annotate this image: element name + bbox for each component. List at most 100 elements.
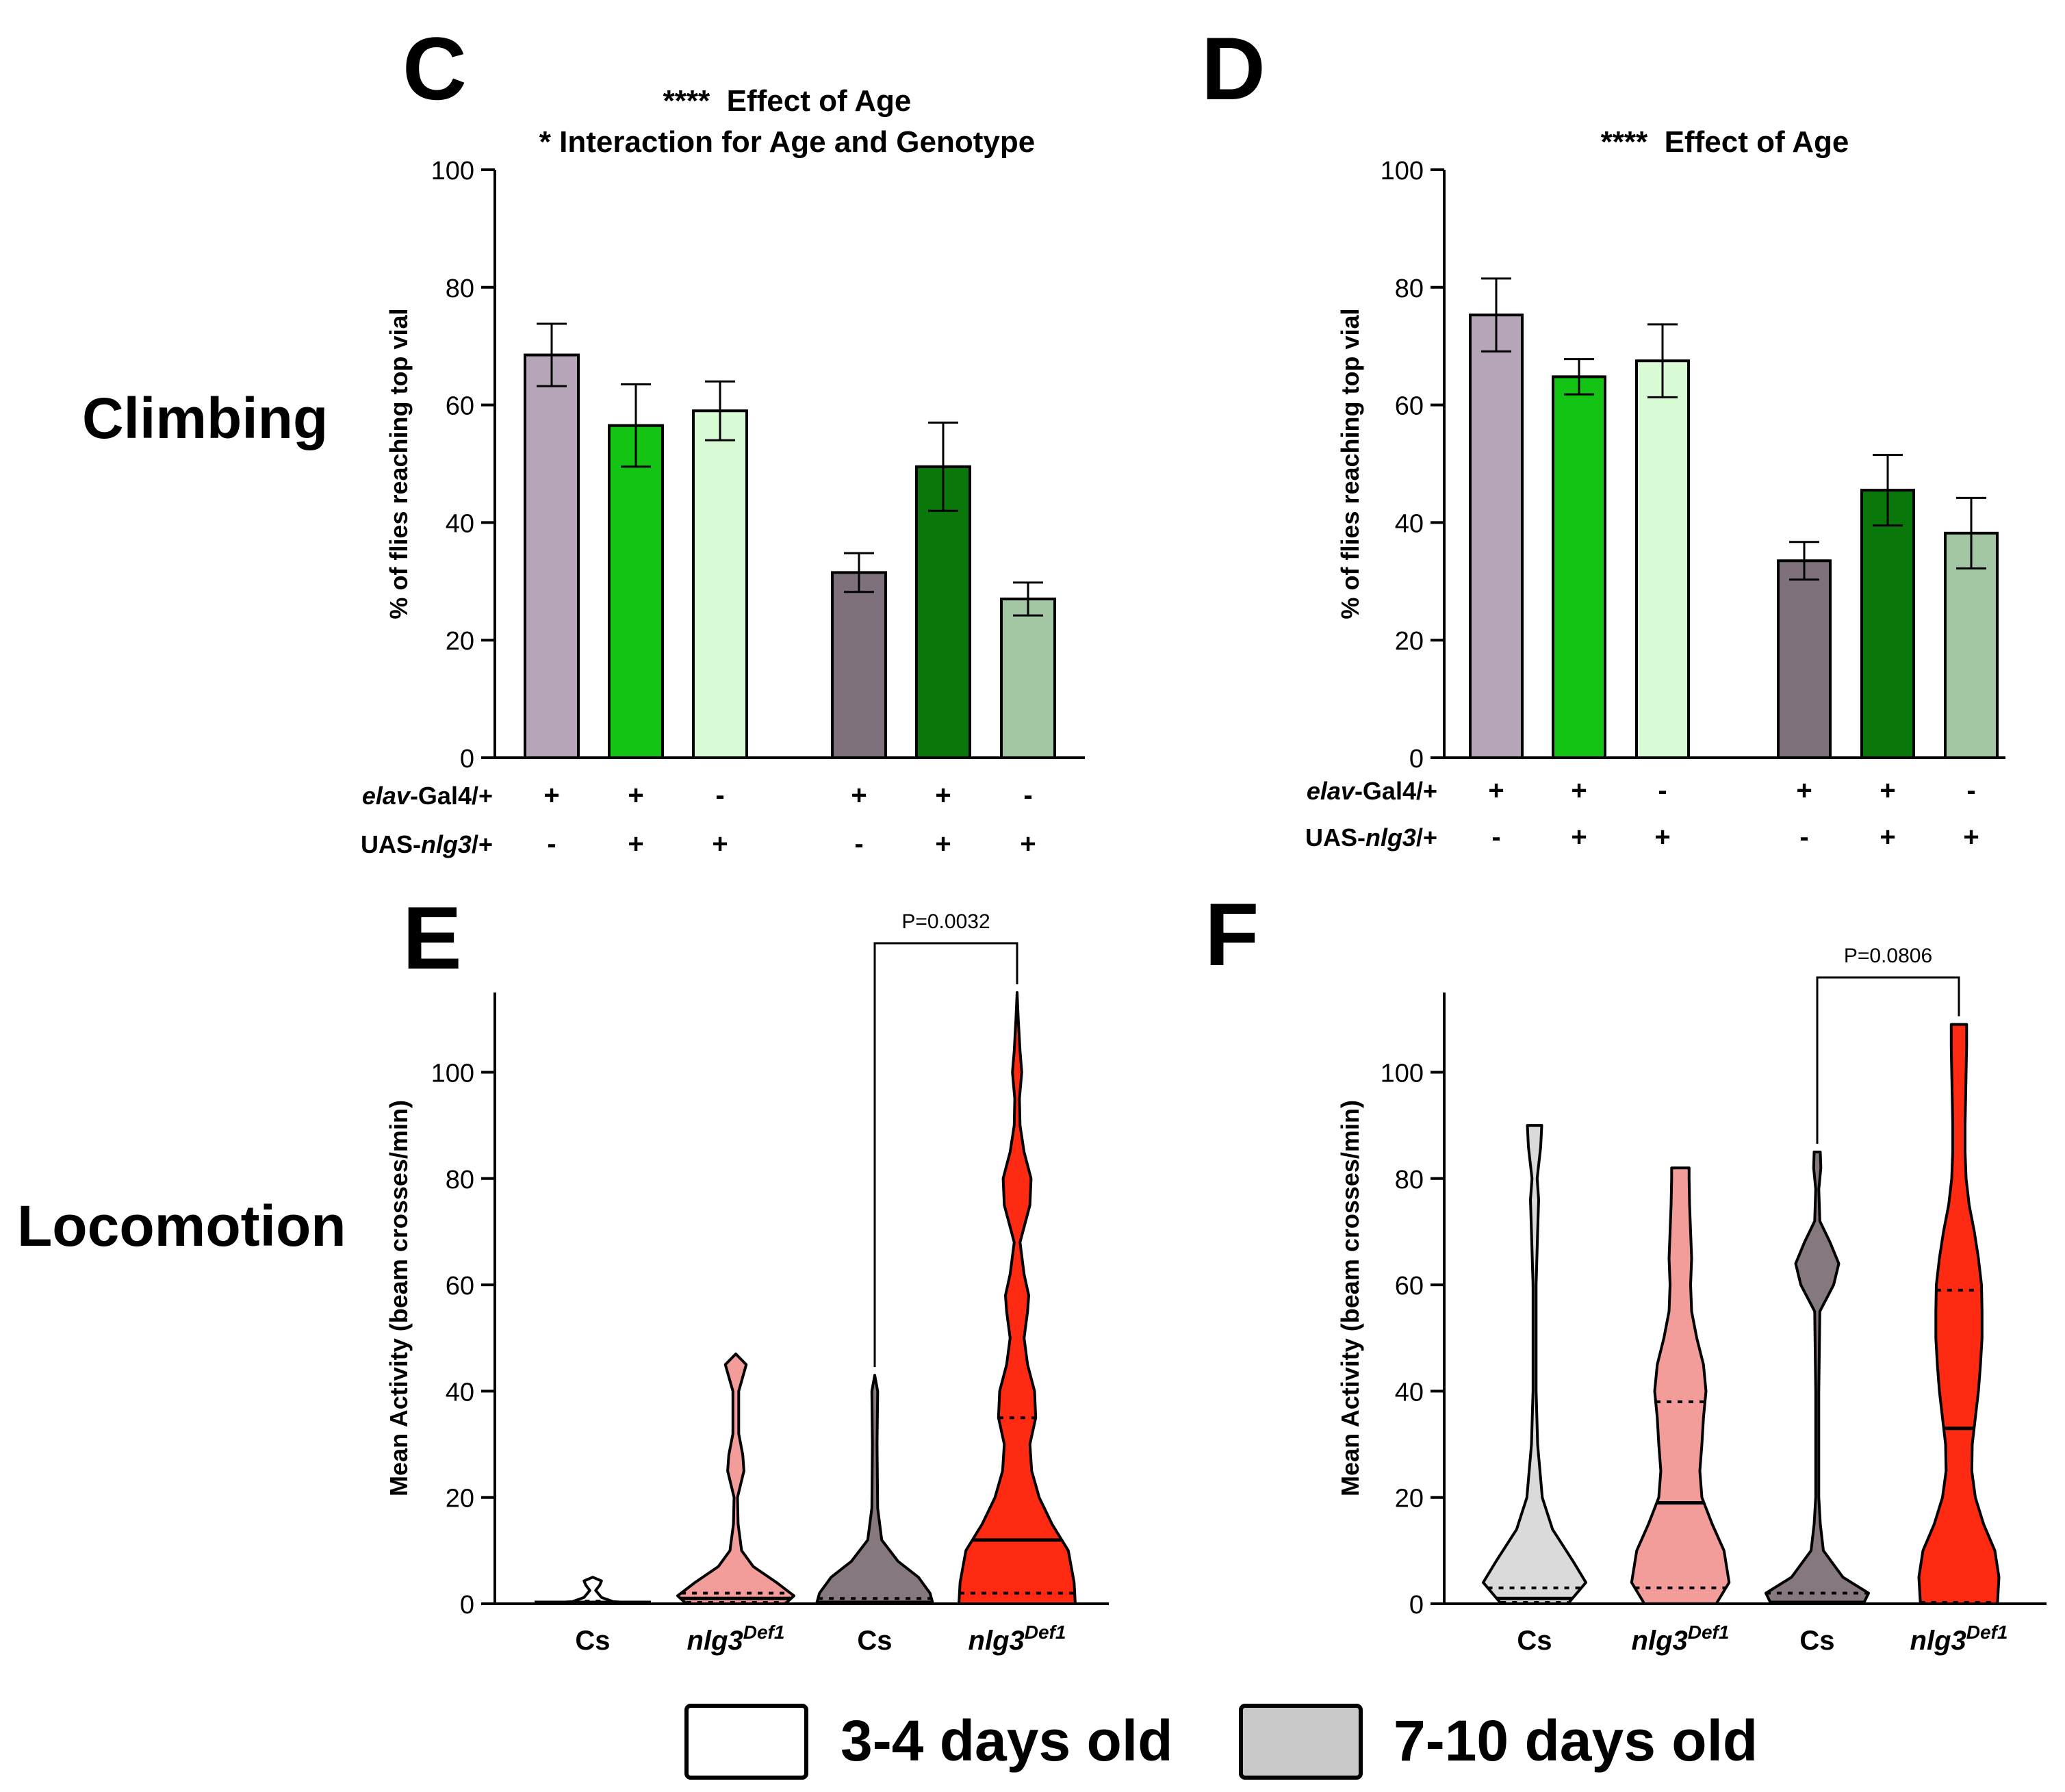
genotype-row-label-elav: elav-Gal4/+ [362,782,493,810]
genotype-mark-elav: - [1023,780,1032,810]
comparison-p-value: P=0.0806 [1844,945,1932,967]
x-category-label: nlg3Def1 [687,1622,785,1656]
panel-e-violin-chart: 0 20 40 60 80 100 Mean Activity (beam crosses/… [385,910,1109,1656]
panel-c-bar-chart: 0 20 40 60 80 100 % of flies reaching top vial… [361,157,1085,859]
y-tick-label: 80 [1395,1166,1424,1194]
genotype-mark-elav: + [1796,776,1812,806]
y-axis-label: % of flies reaching top vial [1336,308,1364,619]
genotype-mark-uas: + [1963,822,1979,852]
y-tick-label: 0 [1409,1591,1424,1620]
bar [1000,598,1056,759]
row-label-climbing: Climbing [82,386,328,450]
y-tick-label: 20 [1395,627,1424,656]
genotype-row-label-uas: UAS-nlg3/+ [1305,823,1437,852]
comparison-bracket [1816,976,1960,1144]
genotype-mark-uas: + [1880,822,1895,852]
y-tick-label: 100 [1381,157,1424,185]
genotype-mark-uas: + [1571,822,1587,852]
violin [1917,1023,2001,1605]
y-axis-label: % of flies reaching top vial [385,308,413,619]
panel-letter-e: E [402,888,462,988]
genotype-mark-uas: - [854,829,863,859]
y-tick-label: 60 [1395,1272,1424,1301]
violin [1630,1166,1731,1605]
legend-label-young: 3-4 days old [841,1708,1173,1773]
panel-f-violin-chart: 0 20 40 60 80 100 Mean Activity (beam crosses/… [1336,945,2047,1656]
x-category-label: Cs [1517,1626,1552,1656]
genotype-mark-uas: + [1020,829,1036,859]
panel-letter-c: C [402,18,467,118]
bar [1860,489,1915,760]
y-axis-label: Mean Activity (beam crosses/min) [1336,1100,1364,1496]
genotype-mark-uas: + [1654,822,1670,852]
violin [1482,1124,1587,1605]
violin [815,1374,934,1605]
genotype-mark-elav: + [851,780,867,810]
x-category-label: nlg3Def1 [1910,1622,2008,1656]
genotype-row-label-uas: UAS-nlg3/+ [361,830,493,858]
bar [831,571,887,759]
panel-c-annotation-1: **** Effect of Age [663,84,912,118]
y-tick-label: 60 [446,1272,474,1301]
violin [676,1353,795,1605]
panel-d-annotation-1: **** Effect of Age [1601,125,1849,159]
genotype-mark-elav: + [1880,776,1895,806]
y-tick-label: 100 [431,157,474,185]
y-tick-label: 80 [1395,274,1424,303]
y-tick-label: 20 [446,627,474,656]
y-tick-label: 40 [446,1378,474,1407]
y-tick-label: 0 [1409,745,1424,773]
genotype-mark-elav: + [543,780,559,810]
y-tick-label: 0 [460,745,474,773]
x-category-label: Cs [1799,1626,1834,1656]
panel-letter-f: F [1205,884,1259,984]
x-category-label: Cs [575,1626,610,1656]
y-tick-label: 20 [1395,1485,1424,1513]
y-tick-label: 80 [446,1166,474,1194]
genotype-mark-uas: - [547,829,556,859]
bar [915,465,971,759]
y-tick-label: 0 [460,1591,474,1620]
bar [1635,359,1690,759]
y-tick-label: 40 [1395,509,1424,538]
legend: 3-4 days old 7-10 days old [684,1704,1758,1780]
y-axis-label: Mean Activity (beam crosses/min) [385,1100,413,1496]
bar [1944,531,1999,759]
genotype-mark-elav: + [628,780,643,810]
genotype-mark-uas: - [1491,822,1500,852]
violin [533,1576,652,1605]
genotype-mark-elav: + [935,780,951,810]
y-tick-label: 60 [446,392,474,421]
legend-swatch-old [1239,1704,1363,1780]
bar [524,353,580,759]
genotype-mark-elav: - [1658,776,1667,806]
genotype-mark-uas: + [935,829,951,859]
bar [1777,559,1832,759]
y-tick-label: 40 [446,509,474,538]
panel-d-bar-chart: 0 20 40 60 80 100 % of flies reaching top vial… [1305,157,2005,852]
genotype-mark-uas: + [712,829,728,859]
genotype-mark-elav: + [1488,776,1504,806]
legend-label-old: 7-10 days old [1394,1708,1758,1773]
legend-swatch-young [684,1704,808,1780]
panel-letter-d: D [1201,18,1266,118]
y-tick-label: 80 [446,274,474,303]
violin [1765,1151,1870,1605]
bar [1552,375,1606,759]
y-tick-label: 100 [431,1059,474,1088]
genotype-mark-uas: + [628,829,643,859]
violin [958,991,1077,1605]
bar [1469,313,1524,760]
genotype-mark-elav: - [715,780,724,810]
genotype-row-label-elav: elav-Gal4/+ [1307,777,1437,805]
comparison-bracket [873,942,1018,1368]
x-category-label: nlg3Def1 [969,1622,1066,1656]
y-tick-label: 60 [1395,392,1424,421]
row-label-locomotion: Locomotion [17,1194,346,1258]
x-category-label: Cs [857,1626,892,1656]
comparison-p-value: P=0.0032 [901,910,990,933]
genotype-mark-uas: - [1799,822,1808,852]
x-category-label: nlg3Def1 [1632,1622,1730,1656]
y-tick-label: 40 [1395,1378,1424,1407]
